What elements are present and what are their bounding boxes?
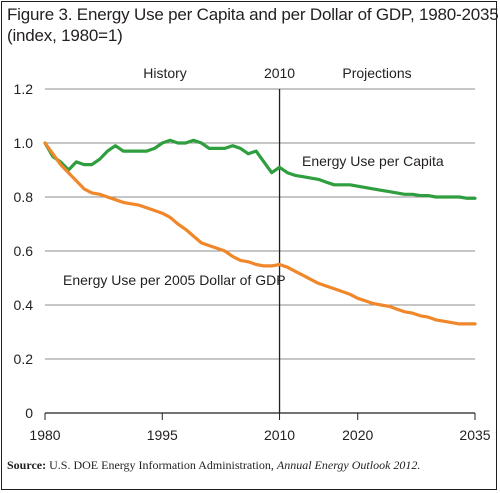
x-tick-label: 2010: [264, 427, 295, 443]
projections-label: Projections: [342, 65, 411, 81]
series-lines: [43, 138, 477, 326]
source-publication: Annual Energy Outlook 2012.: [276, 458, 421, 472]
series-line-energy-per-capita: [43, 138, 477, 200]
series-line-energy-per-gdp: [43, 141, 477, 326]
axes: [44, 89, 476, 420]
chart-labels: 0 0.2 0.4 0.6 0.8 1.0 1.2 1980 1995 2010 2020 2035 2…: [14, 65, 491, 443]
gridlines: [45, 88, 475, 360]
y-tick-label: 0.8: [14, 189, 34, 205]
y-tick-label: 0.2: [14, 351, 34, 367]
series-label-energy-per-gdp: Energy Use per 2005 Dollar of GDP: [63, 272, 286, 288]
y-tick-label: 0.6: [14, 243, 34, 259]
divider-label: 2010: [264, 65, 295, 81]
series-label-energy-per-capita: Energy Use per Capita: [302, 153, 444, 169]
figure-title: Figure 3. Energy Use per Capita and per …: [7, 4, 499, 46]
x-tick-label: 1980: [29, 427, 60, 443]
source-note: Source: U.S. DOE Energy Information Admi…: [7, 458, 493, 473]
y-tick-label: 0: [25, 405, 33, 421]
x-tick-label: 2035: [459, 427, 490, 443]
x-tick-label: 1995: [147, 427, 178, 443]
source-text: U.S. DOE Energy Information Administrati…: [49, 458, 274, 472]
figure-title-line1: Figure 3. Energy Use per Capita and per …: [7, 5, 499, 24]
figure-title-line2: (index, 1980=1): [7, 26, 123, 45]
source-label: Source:: [7, 458, 47, 472]
y-tick-label: 1.0: [14, 135, 34, 151]
y-tick-label: 0.4: [14, 297, 34, 313]
history-label: History: [143, 65, 187, 81]
x-tick-label: 2020: [342, 427, 373, 443]
y-tick-label: 1.2: [14, 81, 34, 97]
